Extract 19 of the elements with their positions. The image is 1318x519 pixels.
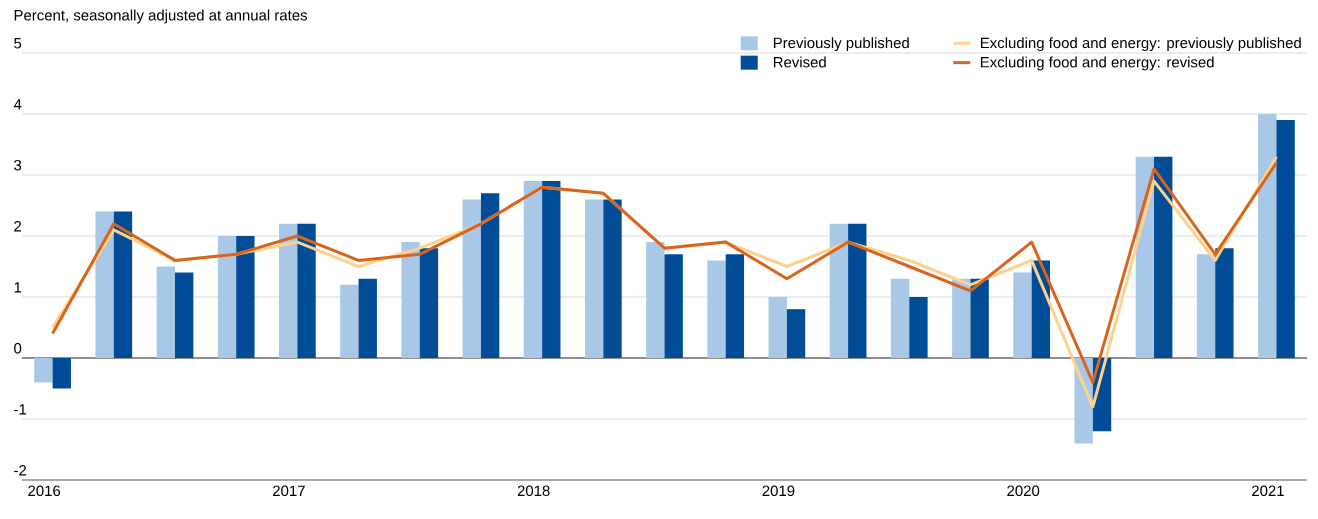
legend-label: Excluding food and energy: previously published — [980, 37, 1301, 52]
y-tick-label: 1 — [14, 282, 22, 293]
legend-label: Previously published — [773, 37, 909, 52]
y-tick-label: 4 — [13, 99, 22, 110]
y-tick-label: 0 — [14, 342, 22, 354]
y-tick-label: 2 — [14, 221, 22, 232]
x-tick-label: 2020 — [1007, 485, 1040, 497]
x-tick-label: 2021 — [1252, 485, 1284, 497]
y-tick-label: 3 — [14, 159, 22, 171]
x-tick-label: 2018 — [517, 485, 550, 497]
legend-label: Revised — [773, 56, 826, 68]
y-axis-title: Percent, seasonally adjusted at annual rates — [14, 9, 308, 24]
y-tick-label: -2 — [14, 465, 27, 476]
legend-label: Excluding food and energy: revised — [980, 56, 1214, 71]
x-tick-label: 2017 — [273, 485, 305, 497]
x-tick-label: 2019 — [762, 485, 795, 497]
y-tick-label: -1 — [14, 404, 27, 415]
y-tick-label: 5 — [14, 38, 22, 49]
x-tick-label: 2016 — [28, 485, 61, 497]
